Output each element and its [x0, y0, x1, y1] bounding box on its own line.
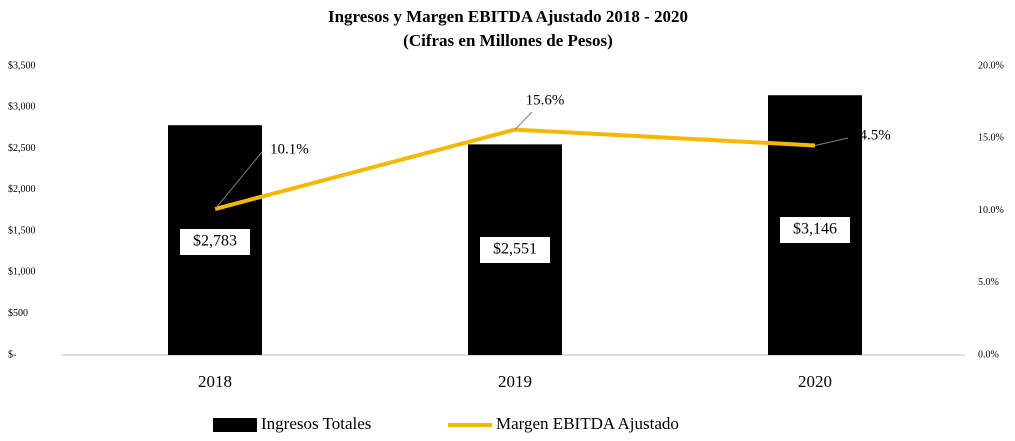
y-tick-label: $2,000: [8, 184, 36, 195]
x-tick-label: 2018: [198, 372, 232, 391]
y-tick-label: $500: [8, 308, 28, 319]
data-label: $3,146: [793, 221, 837, 238]
data-label: $2,783: [193, 233, 237, 250]
data-label: $2,551: [493, 241, 537, 258]
y-tick-label: $-: [8, 349, 16, 360]
x-tick-label: 2020: [798, 372, 832, 391]
y-tick-label: $1,000: [8, 267, 36, 278]
legend-swatch: [213, 418, 257, 432]
data-label: 10.1%: [270, 141, 309, 157]
y2-tick-label: 5.0%: [978, 277, 999, 288]
y-tick-label: $1,500: [8, 225, 36, 236]
y-tick-label: $3,500: [8, 60, 36, 71]
y2-tick-label: 0.0%: [978, 349, 999, 360]
chart-title: Ingresos y Margen EBITDA Ajustado 2018 -…: [328, 7, 688, 26]
y2-tick-label: 20.0%: [978, 60, 1004, 71]
x-tick-label: 2019: [498, 372, 532, 391]
legend-label: Ingresos Totales: [261, 414, 371, 433]
data-label-box: [180, 229, 250, 255]
leader-line: [214, 151, 263, 210]
y2-tick-label: 15.0%: [978, 133, 1004, 144]
legend-label: Margen EBITDA Ajustado: [496, 414, 679, 433]
chart-subtitle: (Cifras en Millones de Pesos): [403, 31, 613, 50]
y-tick-label: $3,000: [8, 102, 36, 113]
leader-line: [814, 137, 849, 146]
leader-line: [514, 111, 533, 130]
data-label-box: [480, 237, 550, 263]
y2-tick-label: 10.0%: [978, 205, 1004, 216]
data-label-box: [780, 217, 850, 243]
y-tick-label: $2,500: [8, 143, 36, 154]
data-label: 14.5%: [852, 127, 891, 143]
data-label: 15.6%: [526, 92, 565, 108]
